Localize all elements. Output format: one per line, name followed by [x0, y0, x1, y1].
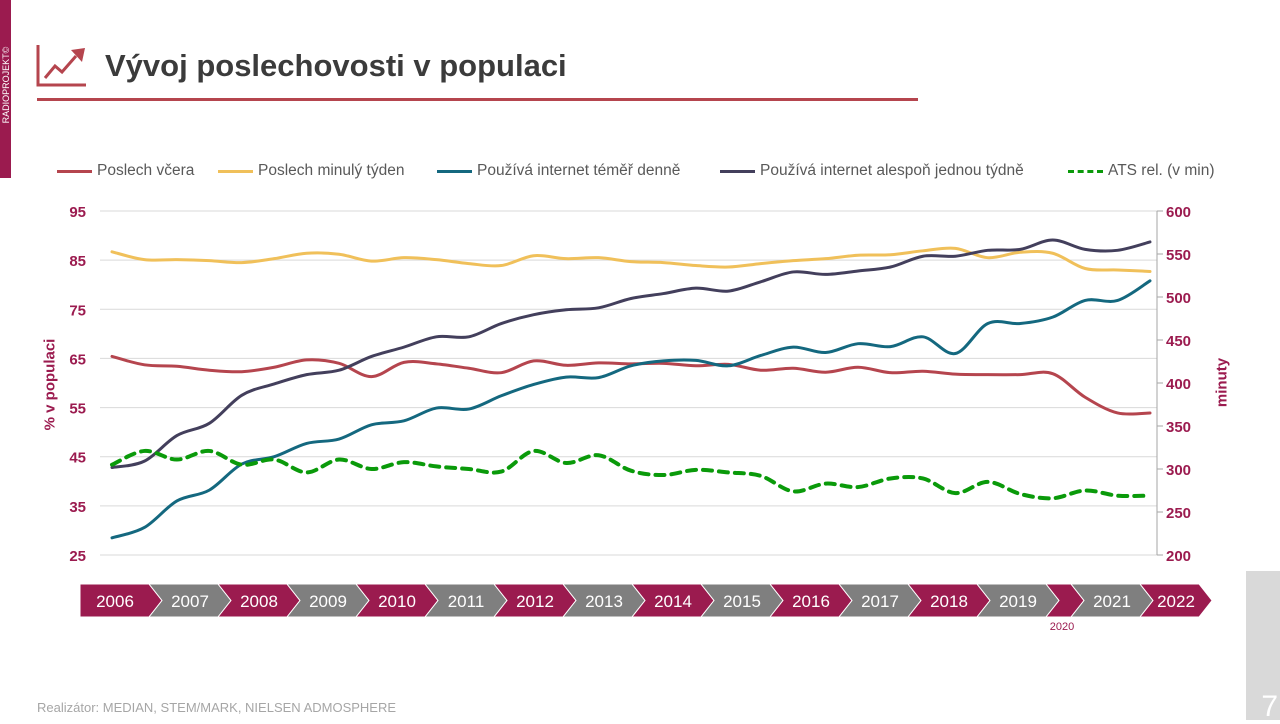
timeline-chevron [1138, 583, 1213, 618]
y-tick-label-right: 300 [1166, 462, 1191, 479]
timeline-year-label: 2012 [516, 592, 554, 611]
timeline-year-2010: 2010 [354, 583, 439, 618]
y-tick-label-right: 400 [1166, 376, 1191, 393]
timeline-year-2007: 2007 [147, 583, 232, 618]
timeline-year-2011: 2011 [423, 583, 508, 618]
legend-label: ATS rel. (v min) [1108, 162, 1215, 179]
y-tick-label-right: 500 [1166, 290, 1191, 307]
legend-item-ats: ATS rel. (v min) [1068, 162, 1215, 180]
timeline-year-label: 2008 [240, 592, 278, 611]
page-title: Vývoj poslechovosti v populaci [105, 48, 567, 83]
series-line-0 [110, 354, 1152, 416]
timeline-year-label: 2013 [585, 592, 623, 611]
y-tick-label-right: 250 [1166, 505, 1191, 522]
legend-label: Používá internet alespoň jednou týdně [760, 162, 1024, 179]
timeline-year-2016: 2016 [768, 583, 853, 618]
y-tick-label-right: 200 [1166, 548, 1191, 565]
y-tick-label-left: 95 [69, 204, 86, 221]
legend-swatch [218, 169, 253, 173]
timeline-year-2017: 2017 [837, 583, 922, 618]
legend-item-poslech-vcera: Poslech včera [57, 162, 194, 180]
legend-label: Poslech minulý týden [258, 162, 405, 179]
timeline-year-2015: 2015 [699, 583, 784, 618]
timeline-year-label: 2016 [792, 592, 830, 611]
timeline-year-label: 2010 [378, 592, 416, 611]
legend-swatch [720, 169, 755, 173]
y-tick-label-right: 350 [1166, 419, 1191, 436]
timeline-year-label: 2014 [654, 592, 692, 611]
timeline-year-label: 2018 [930, 592, 968, 611]
timeline-year-label: 2009 [309, 592, 347, 611]
timeline-year-label: 2019 [999, 592, 1037, 611]
page-number: 7 [1261, 690, 1278, 723]
page-number-box: 7 [1246, 571, 1280, 723]
timeline-year-2014: 2014 [630, 583, 715, 618]
y-tick-label-left: 45 [69, 450, 86, 467]
timeline-year-2022: 2022 [1138, 583, 1213, 618]
brand-strip: RADIOPROJEKT© [0, 0, 11, 178]
timeline-year-label: 2015 [723, 592, 761, 611]
series-line-3 [110, 238, 1152, 470]
legend-label: Poslech včera [97, 162, 195, 179]
timeline-year-label: 2011 [448, 592, 485, 611]
footer-source: Realizátor: MEDIAN, STEM/MARK, NIELSEN A… [37, 700, 397, 715]
y-tick-label-right: 450 [1166, 333, 1191, 350]
series-line-2 [110, 279, 1152, 540]
legend-item-internet-tydne: Používá internet alespoň jednou týdně [720, 162, 1024, 180]
series-line-1 [110, 246, 1152, 273]
timeline-year-2013: 2013 [561, 583, 646, 618]
y-tick-label-left: 25 [69, 548, 86, 565]
legend-swatch [437, 169, 472, 173]
y-tick-label-left: 85 [69, 253, 86, 270]
y-tick-label-left: 55 [69, 401, 86, 418]
y-tick-label-right: 600 [1166, 204, 1191, 221]
timeline-year-label: 2021 [1093, 592, 1131, 611]
timeline-year-label: 2017 [861, 592, 899, 611]
chart-legend: Poslech včera Poslech minulý týden Použí… [0, 162, 1280, 184]
series-line-4 [110, 448, 1152, 501]
y-tick-label-left: 65 [69, 351, 86, 368]
y-tick-label-left: 75 [69, 302, 86, 319]
legend-item-internet-denne: Používá internet téměř denně [437, 162, 680, 180]
y-tick-label-left: 35 [69, 499, 86, 516]
timeline-year-2006: 2006 [79, 583, 163, 618]
timeline-year-label: 2007 [171, 592, 209, 611]
timeline-year-2018: 2018 [906, 583, 991, 618]
trend-icon [36, 45, 86, 87]
legend-swatch [57, 169, 92, 173]
timeline-year-label: 2022 [1157, 592, 1195, 611]
y-tick-label-right: 550 [1166, 247, 1191, 264]
legend-swatch [1068, 169, 1103, 173]
title-divider [37, 98, 918, 101]
timeline-year-2012: 2012 [492, 583, 577, 618]
legend-label: Používá internet téměř denně [477, 162, 681, 179]
timeline-year-label: 2006 [96, 592, 134, 611]
legend-item-poslech-tyden: Poslech minulý týden [218, 162, 404, 180]
timeline-note-2020: 2020 [1050, 621, 1074, 633]
